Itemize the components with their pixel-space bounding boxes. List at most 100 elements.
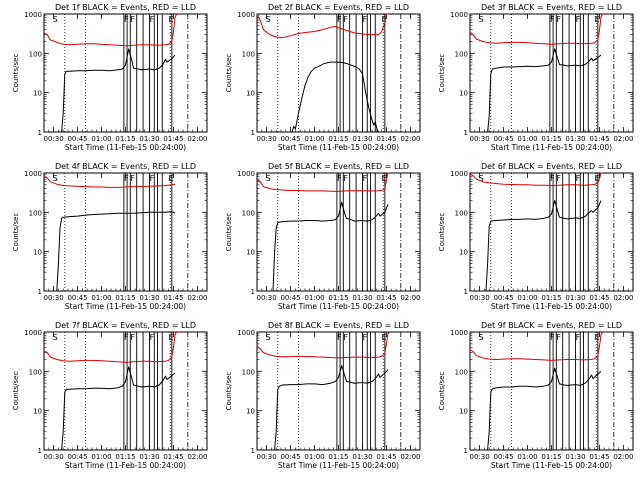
- y-tick-label: 10: [33, 408, 42, 416]
- y-axis-title: Counts/sec: [225, 54, 233, 93]
- series-line-lld: [43, 13, 178, 47]
- flag-label: F: [556, 174, 561, 183]
- flag-label: F: [363, 174, 368, 183]
- series-line-lld: [256, 172, 390, 192]
- flag-label: F: [556, 15, 561, 24]
- flag-label: F: [124, 174, 129, 183]
- plot-frame: [256, 331, 421, 451]
- panel-title: Det 9f BLACK = Events, RED = LLD: [481, 321, 622, 330]
- x-axis-title: Start Time (11-Feb-15 00:24:00): [278, 461, 399, 470]
- x-tick-label: 02:00: [613, 135, 633, 143]
- x-tick-label: 01:15: [115, 135, 135, 143]
- x-tick-label: 01:30: [565, 135, 585, 143]
- x-tick-label: 01:15: [115, 453, 135, 461]
- panel-2: Det 2f BLACK = Events, RED = LLD 1 10 100 10…: [225, 3, 421, 152]
- series-line-events: [56, 211, 176, 292]
- y-tick-label: 100: [29, 50, 42, 58]
- series-line-events: [482, 200, 602, 292]
- y-tick-label: 1000: [24, 329, 42, 337]
- series-line-events: [269, 201, 389, 292]
- flag-label: F: [150, 333, 155, 342]
- plot-frame: [43, 172, 208, 292]
- series-line-lld: [256, 13, 388, 39]
- panel-title: Det 7f BLACK = Events, RED = LLD: [55, 321, 196, 330]
- flag-label: E: [595, 174, 600, 183]
- x-tick-label: 01:00: [304, 453, 324, 461]
- y-tick-label: 1000: [450, 11, 468, 19]
- y-tick-label: 1: [464, 447, 468, 455]
- panel-6: Det 6f BLACK = Events, RED = LLD 1 10 100 10…: [438, 162, 634, 311]
- series-line-events: [289, 61, 379, 133]
- panel-1: Det 1f BLACK = Events, RED = LLD 1 10 100 10…: [12, 3, 208, 152]
- x-axis-title: Start Time (11-Feb-15 00:24:00): [65, 461, 186, 470]
- y-tick-label: 1: [464, 288, 468, 296]
- y-tick-label: 1: [251, 288, 255, 296]
- flag-label: F: [550, 15, 555, 24]
- flag-label: S: [479, 15, 484, 24]
- panel-7: Det 7f BLACK = Events, RED = LLD 1 10 100 10…: [12, 321, 208, 470]
- flag-label: F: [343, 333, 348, 342]
- panel-3: Det 3f BLACK = Events, RED = LLD 1 10 100 10…: [438, 3, 634, 152]
- x-tick-label: 00:30: [469, 453, 489, 461]
- flag-label: F: [343, 15, 348, 24]
- panel-4: Det 4f BLACK = Events, RED = LLD 1 10 100 10…: [12, 162, 208, 311]
- x-tick-label: 02:00: [400, 453, 420, 461]
- flag-label: E: [382, 174, 387, 183]
- flag-label: F: [124, 15, 129, 24]
- series-line-lld: [469, 331, 604, 361]
- x-tick-label: 02:00: [613, 294, 633, 302]
- x-tick-label: 02:00: [187, 453, 207, 461]
- flag-label: F: [550, 174, 555, 183]
- x-tick-label: 00:30: [43, 453, 63, 461]
- series-line-events: [482, 367, 602, 451]
- y-tick-label: 1000: [450, 329, 468, 337]
- panel-title: Det 8f BLACK = Events, RED = LLD: [268, 321, 409, 330]
- x-tick-label: 00:45: [67, 453, 87, 461]
- x-tick-label: 01:30: [352, 294, 372, 302]
- y-tick-label: 1: [38, 129, 42, 137]
- x-tick-label: 01:15: [115, 294, 135, 302]
- y-tick-label: 1: [251, 129, 255, 137]
- y-tick-label: 10: [33, 90, 42, 98]
- x-tick-label: 00:30: [469, 135, 489, 143]
- flag-label: E: [169, 333, 174, 342]
- x-tick-label: 02:00: [187, 294, 207, 302]
- flag-label: F: [130, 333, 135, 342]
- x-tick-label: 01:45: [376, 294, 396, 302]
- y-tick-label: 100: [455, 209, 468, 217]
- panel-title: Det 6f BLACK = Events, RED = LLD: [481, 162, 622, 171]
- x-tick-label: 01:00: [91, 135, 111, 143]
- y-tick-label: 10: [246, 90, 255, 98]
- y-tick-label: 10: [33, 249, 42, 257]
- x-tick-label: 01:30: [139, 294, 159, 302]
- panel-5: Det 5f BLACK = Events, RED = LLD 1 10 100 10…: [225, 162, 421, 311]
- plot-frame: [469, 331, 634, 451]
- x-tick-label: 01:30: [139, 453, 159, 461]
- flag-label: F: [150, 15, 155, 24]
- x-tick-label: 01:15: [328, 135, 348, 143]
- x-tick-label: 01:00: [517, 294, 537, 302]
- x-tick-label: 01:15: [541, 294, 561, 302]
- flag-label: F: [363, 15, 368, 24]
- y-tick-label: 1000: [450, 170, 468, 178]
- x-tick-label: 01:30: [565, 453, 585, 461]
- y-tick-label: 100: [242, 209, 255, 217]
- x-tick-label: 00:30: [256, 135, 276, 143]
- flag-label: E: [169, 174, 174, 183]
- flag-label: F: [337, 333, 342, 342]
- x-tick-label: 01:00: [304, 135, 324, 143]
- x-tick-label: 01:45: [163, 135, 183, 143]
- y-axis-title: Counts/sec: [225, 213, 233, 252]
- y-tick-label: 100: [29, 368, 42, 376]
- flag-label: S: [266, 15, 271, 24]
- x-tick-label: 00:30: [469, 294, 489, 302]
- x-tick-label: 01:15: [328, 294, 348, 302]
- x-tick-label: 00:45: [280, 453, 300, 461]
- y-axis-title: Counts/sec: [438, 213, 446, 252]
- x-tick-label: 01:45: [589, 294, 609, 302]
- x-axis-title: Start Time (11-Feb-15 00:24:00): [65, 143, 186, 152]
- flag-label: E: [595, 333, 600, 342]
- x-tick-label: 02:00: [400, 294, 420, 302]
- y-tick-label: 100: [29, 209, 42, 217]
- flag-label: F: [150, 174, 155, 183]
